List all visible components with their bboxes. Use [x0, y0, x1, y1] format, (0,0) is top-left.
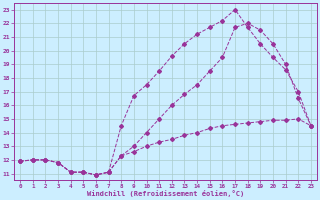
- X-axis label: Windchill (Refroidissement éolien,°C): Windchill (Refroidissement éolien,°C): [87, 190, 244, 197]
